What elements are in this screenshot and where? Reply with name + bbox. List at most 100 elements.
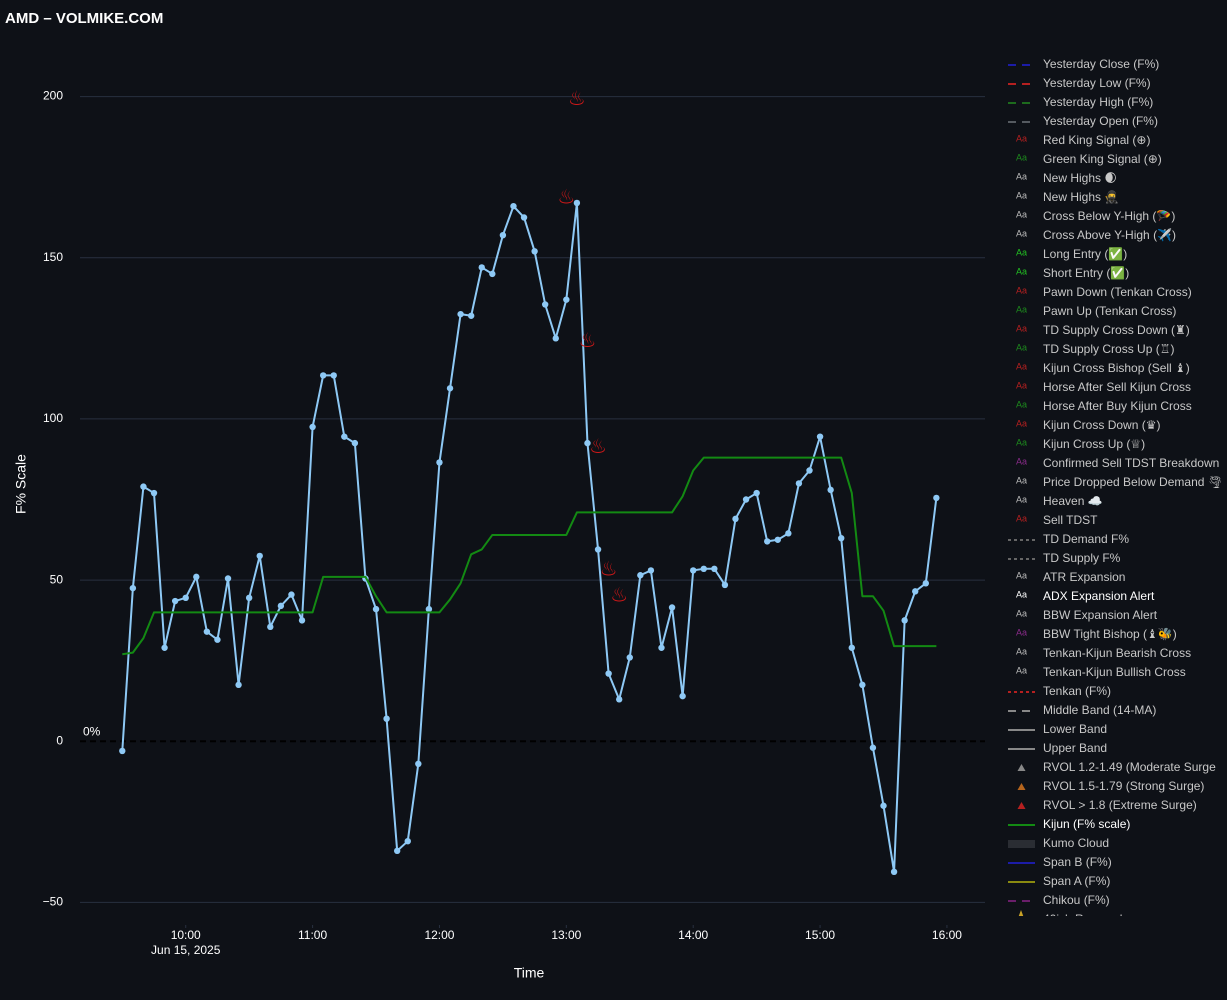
data-point [764,538,771,545]
legend-label: Kijun Cross Bishop (Sell ♝) [1043,361,1190,375]
data-point [457,310,464,318]
legend-label: Kijun (F% scale) [1043,817,1130,831]
data-point [531,248,538,255]
legend-symbol: Aa [1016,646,1027,656]
y-tick-label: 200 [43,89,63,103]
legend-symbol: Aa [1016,456,1027,466]
legend-symbol: Aa [1016,380,1027,390]
data-point [415,760,422,768]
legend-label: TD Supply Cross Down (♜) [1043,323,1190,337]
legend-symbol: Aa [1016,285,1027,295]
legend-symbol: Aa [1016,399,1027,409]
data-point [890,868,898,876]
zero-line-label: 0% [83,724,101,738]
legend-label: Yesterday Close (F%) [1043,57,1159,71]
y-tick-label: 50 [50,572,64,586]
legend-symbol: Aa [1016,361,1027,371]
legend-label: Cross Above Y-High (✈️) [1043,227,1176,242]
legend-symbol [1017,802,1026,809]
legend-label: Span A (F%) [1043,874,1110,888]
x-tick-label: 12:00 [424,928,454,942]
x-tick-label: 14:00 [678,928,708,942]
data-point [859,681,866,689]
legend-symbol: Aa [1016,494,1027,504]
legend-symbol: Aa [1016,190,1027,200]
data-point [912,588,919,595]
data-point [806,467,813,474]
data-point [774,536,781,543]
legend-label: Sell TDST [1043,513,1098,527]
legend-label: RVOL 1.5-1.79 (Strong Surge) [1043,779,1204,793]
data-point [446,385,454,392]
legend-label: RVOL 1.2-1.49 (Moderate Surge [1043,760,1216,774]
data-point [679,692,686,700]
legend-label: Price Dropped Below Demand 🌪 [1043,475,1223,489]
legend-label: RVOL > 1.8 (Extreme Surge) [1043,798,1197,812]
legend-symbol: Aa [1016,475,1027,485]
data-point [816,433,824,440]
data-point [785,530,792,537]
legend-symbol: Aa [1016,665,1027,675]
legend-symbol: Aa [1016,342,1027,352]
data-point [235,681,242,689]
data-point [869,744,877,751]
legend-symbol: Aa [1016,209,1027,219]
data-point [668,604,676,611]
legend-label: Red King Signal (⊕) [1043,133,1150,147]
data-point [478,264,485,271]
legend-label: Kijun Cross Down (♛) [1043,418,1160,432]
data-point [520,214,528,221]
data-point [351,439,359,447]
data-point [298,617,306,624]
legend-symbol: Aa [1016,570,1027,580]
legend-symbol [1017,764,1026,771]
data-point [552,335,559,342]
legend-label: Tenkan-Kijun Bullish Cross [1043,665,1186,679]
legend-label: Horse After Sell Kijun Cross [1043,380,1191,394]
signal-marker: ♨ [589,436,607,458]
data-point [690,567,697,574]
legend-label: Tenkan (F%) [1043,684,1111,698]
legend-symbol: Aa [1016,589,1027,599]
legend-symbol: Aa [1016,323,1027,333]
data-point [647,567,655,574]
legend-symbol: Aa [1016,152,1027,162]
data-point [827,486,834,494]
data-point [467,312,475,319]
data-point [372,605,380,613]
legend-symbol: Aa [1016,437,1027,447]
legend-label: Cross Below Y-High (🪂) [1043,209,1175,223]
legend-label: Kumo Cloud [1043,836,1109,850]
legend-symbol: Aa [1016,133,1027,143]
legend-label: Span B (F%) [1043,855,1112,869]
data-point [573,199,581,207]
legend-label: BBW Tight Bishop (♝🐝) [1043,627,1177,641]
data-point [584,439,591,447]
y-axis-title: F% Scale [13,454,29,514]
data-point [510,202,517,210]
data-point [848,644,855,651]
data-point [193,573,200,581]
legend-symbol [1008,840,1035,848]
signal-marker: ♨ [579,330,597,352]
x-tick-label: 13:00 [551,928,581,942]
legend-label: New Highs 🌒 [1043,171,1117,185]
legend-label: BBW Expansion Alert [1043,608,1158,622]
signal-marker: ♨ [600,559,618,581]
data-point [267,623,274,631]
legend-symbol: Aa [1016,247,1027,257]
data-point [404,837,411,845]
legend-symbol: Aa [1016,513,1027,523]
legend-symbol: Aa [1016,608,1027,618]
legend: Yesterday Close (F%) Yesterday Low (F%) Ye… [1008,57,1223,916]
y-tick-label: −50 [43,895,64,909]
legend-label: Middle Band (14-MA) [1043,703,1156,717]
legend-label: Yesterday Low (F%) [1043,76,1151,90]
legend-label: ADX Expansion Alert [1043,589,1155,603]
legend-symbol: Aa [1016,266,1027,276]
x-tick-sublabel: Jun 15, 2025 [151,943,221,957]
data-point [140,483,147,490]
data-point [436,459,443,466]
